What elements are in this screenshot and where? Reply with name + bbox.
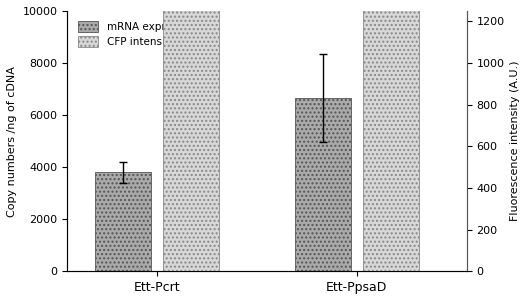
Y-axis label: Copy numbers /ng of cDNA: Copy numbers /ng of cDNA bbox=[7, 66, 17, 217]
Bar bbox=[363, 0, 419, 271]
Legend: mRNA expression, CFP intensity: mRNA expression, CFP intensity bbox=[72, 16, 204, 52]
Bar bbox=[163, 0, 219, 271]
Bar bbox=[95, 172, 151, 271]
Y-axis label: Fluorescence intensity (A.U.): Fluorescence intensity (A.U.) bbox=[510, 61, 520, 222]
Bar bbox=[295, 98, 351, 271]
